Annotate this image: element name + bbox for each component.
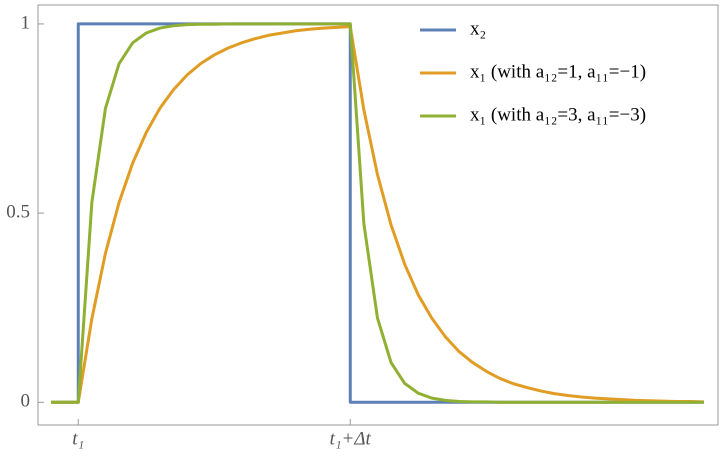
x-tick-label: t₁+Δt xyxy=(330,428,372,449)
y-tick-label: 1 xyxy=(21,12,31,33)
x-tick-label: t₁ xyxy=(72,428,84,449)
series-line xyxy=(51,25,704,404)
legend-label: x₁ (with a₁₂=1, a₁₁=−1) xyxy=(470,61,646,82)
series-line xyxy=(51,22,704,404)
y-tick-label: 0.5 xyxy=(6,201,30,222)
y-tick-label: 0 xyxy=(21,391,31,412)
legend-label: x₁ (with a₁₂=3, a₁₁=−3) xyxy=(470,104,646,125)
plot-frame xyxy=(37,4,719,426)
legend-label: x₂ xyxy=(470,18,486,39)
